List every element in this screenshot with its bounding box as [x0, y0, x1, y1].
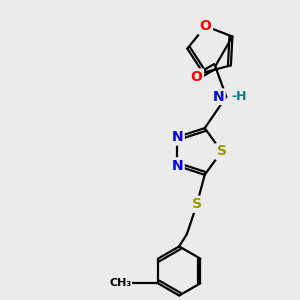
Text: N: N	[213, 90, 224, 104]
Text: O: O	[200, 19, 211, 33]
Text: O: O	[190, 70, 202, 84]
Text: S: S	[217, 145, 227, 158]
Text: CH₃: CH₃	[109, 278, 131, 288]
Text: N: N	[172, 130, 183, 144]
Text: N: N	[172, 159, 183, 173]
Text: -H: -H	[231, 90, 247, 103]
Text: S: S	[192, 197, 202, 211]
